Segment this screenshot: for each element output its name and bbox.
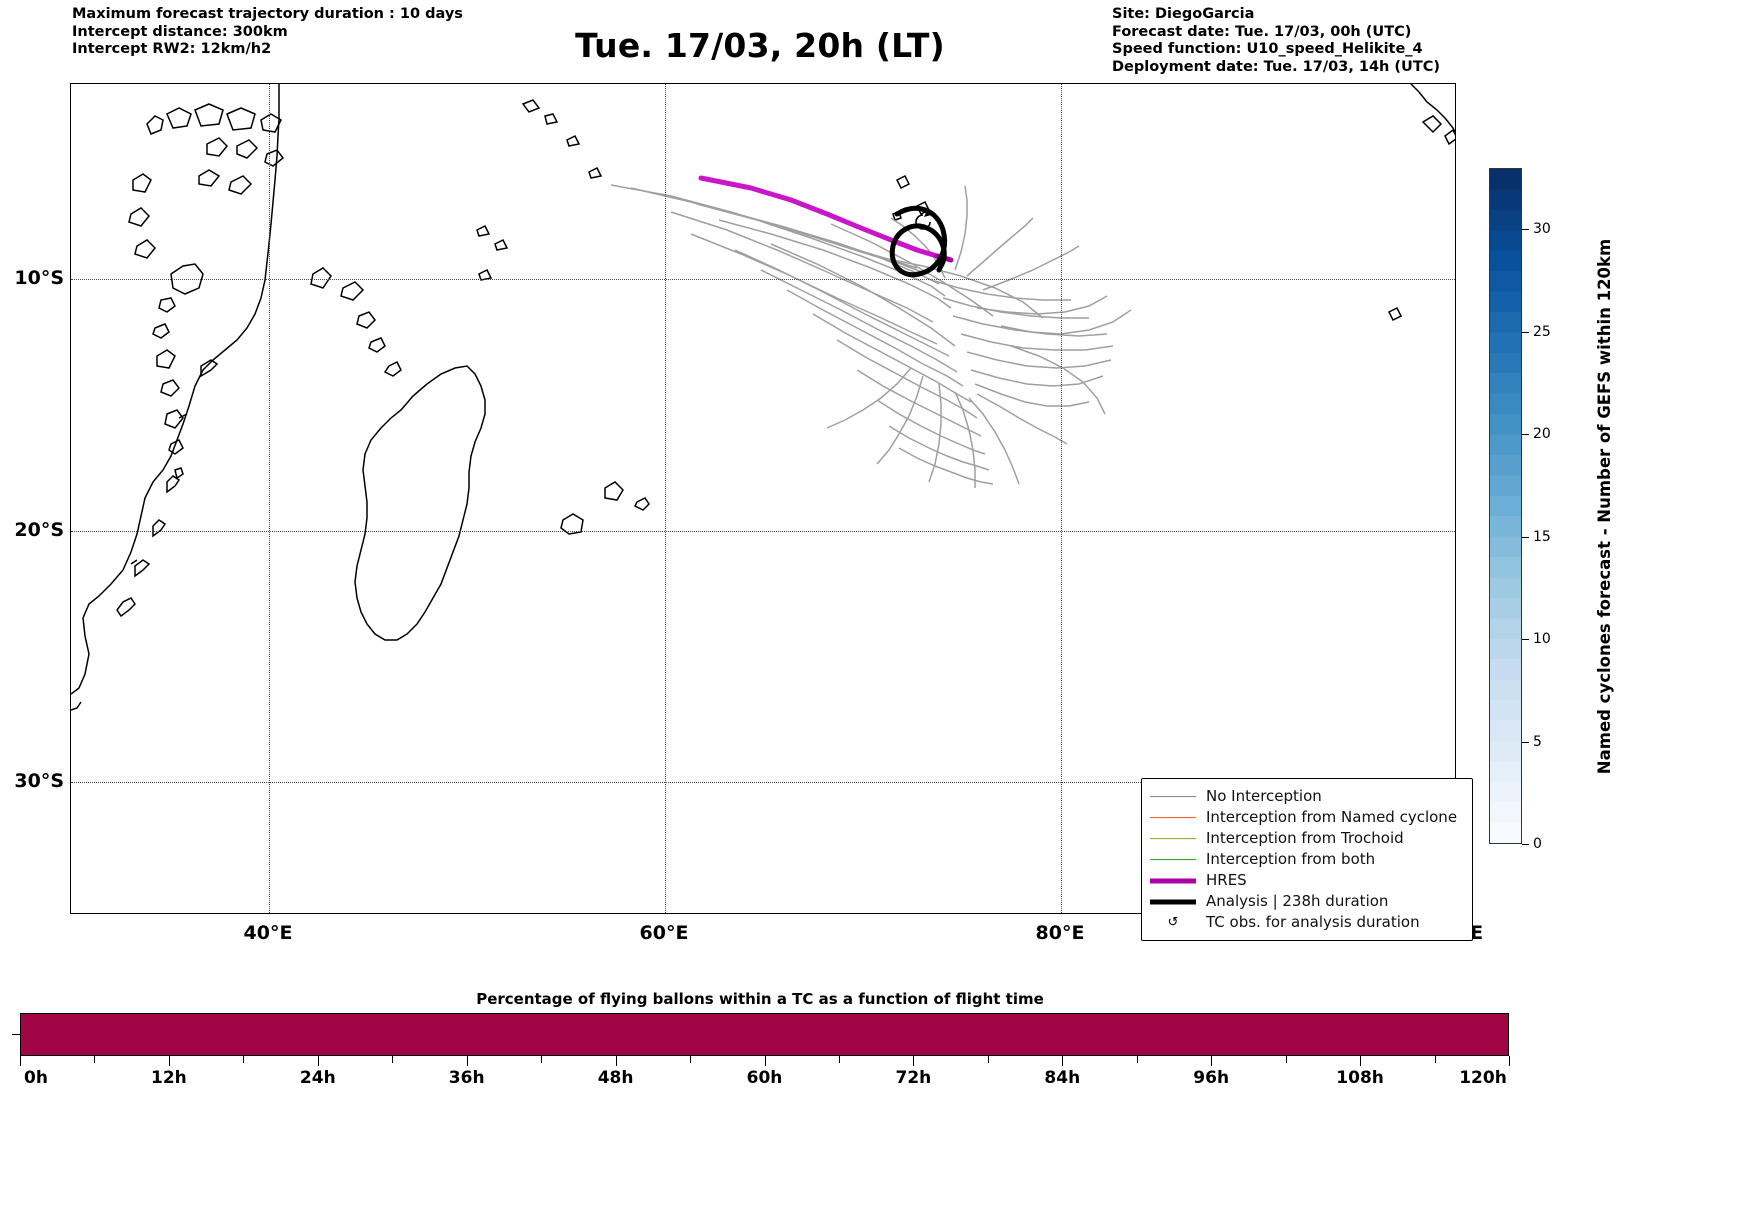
trajectory-map [70, 83, 1456, 914]
colorbar-label-text: Named cyclones forecast - Number of GEFS… [1595, 238, 1615, 774]
percentage-bar-tick [690, 1056, 692, 1063]
colorbar-tick-label: 0 [1533, 836, 1542, 852]
legend-label: No Interception [1206, 787, 1322, 805]
percentage-bar-tick-label: 24h [299, 1068, 336, 1088]
legend-swatch-line-icon [1150, 811, 1196, 825]
percentage-bar-tick [1285, 1056, 1287, 1063]
colorbar-tick-label: 20 [1533, 426, 1551, 443]
legend-label: TC obs. for analysis duration [1206, 913, 1420, 931]
legend-swatch-line-icon [1150, 874, 1196, 888]
legend-item-no-interception: No Interception [1150, 786, 1462, 807]
xtick-label-40E: 40°E [243, 922, 293, 944]
colorbar-tick [1522, 536, 1529, 538]
legend-swatch-line-icon [1150, 853, 1196, 867]
percentage-bar-ytick [12, 1034, 20, 1035]
percentage-bar-tick [1509, 1056, 1510, 1066]
ytick-label-30S: 30°S [14, 770, 64, 792]
percentage-bar-tick-label: 84h [1044, 1068, 1081, 1088]
legend-label: Interception from Trochoid [1206, 829, 1404, 847]
colorbar-tick [1522, 229, 1529, 231]
legend-swatch-line-icon [1150, 832, 1196, 846]
percentage-bar-tick [392, 1056, 394, 1063]
percentage-bar-tick [615, 1056, 617, 1066]
gridline-vertical-60E [665, 84, 666, 913]
colorbar-tick-label: 30 [1533, 221, 1551, 238]
gridline-horizontal-20S [71, 531, 1455, 532]
hres-track [698, 175, 940, 259]
legend-item-analysis: Analysis | 238h duration [1150, 891, 1462, 912]
header-right-annotations: Site: DiegoGarcia Forecast date: Tue. 17… [1112, 6, 1440, 75]
percentage-bar-fill [21, 1014, 1508, 1055]
ytick-label-10S: 10°S [14, 267, 64, 289]
colorbar-tick [1522, 844, 1529, 845]
percentage-bar-axes [20, 1013, 1509, 1056]
colorbar-tick [1522, 434, 1529, 436]
map-legend: No Interception Interception from Named … [1141, 778, 1473, 941]
header-left-annotations: Maximum forecast trajectory duration : 1… [72, 6, 463, 57]
percentage-bar-tick [466, 1056, 468, 1066]
percentage-bar-tick [1360, 1056, 1362, 1066]
colorbar-tick-label: 10 [1533, 631, 1551, 648]
percentage-bar-tick [243, 1056, 245, 1063]
legend-item-tc-obs: ↺ TC obs. for analysis duration [1150, 912, 1462, 933]
gridline-vertical-40E [269, 84, 270, 913]
percentage-bar-tick [764, 1056, 766, 1066]
legend-item-named-cyclone: Interception from Named cyclone [1150, 807, 1462, 828]
percentage-bar-tick-label: 108h [1336, 1068, 1384, 1088]
percentage-bar-tick [168, 1056, 170, 1066]
legend-item-trochoid: Interception from Trochoid [1150, 828, 1462, 849]
gridline-horizontal-30S [71, 782, 1455, 783]
colorbar-ticks: 0 5 10 15 20 25 30 [1522, 168, 1582, 852]
colorbar-tick [1522, 639, 1529, 641]
tc-observation-marker [915, 208, 931, 230]
legend-label: Interception from both [1206, 850, 1376, 868]
page-title: Tue. 17/03, 20h (LT) [575, 26, 945, 65]
legend-swatch-line-icon [1150, 790, 1196, 804]
percentage-bar-tick [1062, 1056, 1064, 1066]
gridline-vertical-80E [1061, 84, 1062, 913]
xtick-label-60E: 60°E [639, 922, 689, 944]
percentage-bar-tick [20, 1056, 21, 1066]
percentage-bar-tick [987, 1056, 989, 1063]
percentage-bar-tick [541, 1056, 543, 1063]
percentage-bar-tick [1211, 1056, 1213, 1066]
legend-item-hres: HRES [1150, 870, 1462, 891]
percentage-bar-tick [317, 1056, 319, 1066]
percentage-bar-tick-label: 0h [24, 1068, 48, 1088]
percentage-bar-tick [1136, 1056, 1138, 1063]
analysis-track [889, 205, 947, 278]
xtick-label-80E: 80°E [1035, 922, 1085, 944]
colorbar-tick-label: 15 [1533, 528, 1551, 545]
colorbar-axis-label: Named cyclones forecast - Number of GEFS… [1592, 160, 1618, 852]
percentage-bar-tick-label: 72h [895, 1068, 932, 1088]
ytick-label-20S: 20°S [14, 519, 64, 541]
colorbar-tick-label: 5 [1533, 733, 1542, 750]
gridline-horizontal-10S [71, 279, 1455, 280]
legend-label: HRES [1206, 871, 1247, 889]
cyclone-swirl-icon: ↺ [1167, 915, 1179, 930]
percentage-bar-tick-label: 60h [746, 1068, 783, 1088]
colorbar [1489, 168, 1522, 844]
percentage-bar-tick-label: 12h [151, 1068, 187, 1088]
percentage-bar-tick-label: 120h [1459, 1068, 1507, 1088]
colorbar-tick [1522, 331, 1529, 333]
legend-swatch-line-icon [1150, 895, 1196, 909]
percentage-bar-tick [838, 1056, 840, 1063]
percentage-bar-tick [94, 1056, 96, 1063]
colorbar-tick-label: 25 [1533, 323, 1551, 340]
legend-item-both: Interception from both [1150, 849, 1462, 870]
percentage-bar-tick-label: 36h [448, 1068, 485, 1088]
percentage-bar-tick [913, 1056, 915, 1066]
colorbar-tick [1522, 741, 1529, 743]
percentage-bar-title: Percentage of flying ballons within a TC… [476, 990, 1044, 1008]
legend-label: Interception from Named cyclone [1206, 808, 1458, 826]
coastlines [71, 84, 1455, 711]
percentage-bar-tick-label: 96h [1193, 1068, 1230, 1088]
ensemble-trajectories [610, 184, 1132, 488]
legend-label: Analysis | 238h duration [1206, 892, 1389, 910]
map-canvas [71, 84, 1455, 711]
percentage-bar-tick-label: 48h [597, 1068, 634, 1088]
percentage-bar-tick [1434, 1056, 1436, 1063]
